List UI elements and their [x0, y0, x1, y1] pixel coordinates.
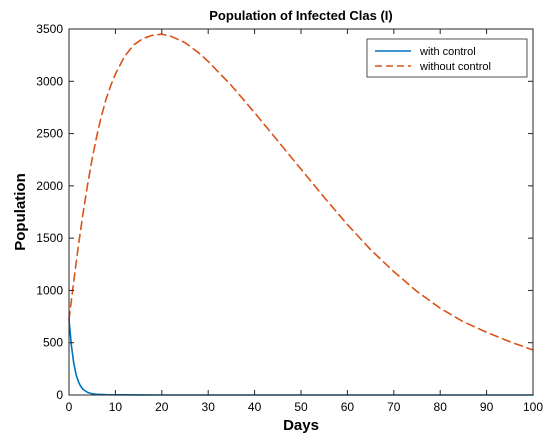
y-tick-label: 2000 — [36, 179, 63, 193]
x-tick-label: 80 — [434, 400, 448, 414]
plot-area — [69, 29, 533, 395]
tick-layer: 0 10 20 30 40 50 60 70 80 90 100050010001500200025… — [36, 22, 543, 414]
legend-box — [366, 38, 528, 78]
x-tick-label: 90 — [480, 400, 494, 414]
y-tick-label: 1500 — [36, 231, 63, 245]
y-tick-label: 3000 — [36, 74, 63, 88]
x-tick-label: 20 — [155, 400, 169, 414]
x-axis-title: Days — [283, 417, 319, 434]
x-tick-label: 60 — [341, 400, 355, 414]
y-tick-label: 1000 — [36, 283, 63, 297]
x-tick-label: 40 — [248, 400, 262, 414]
y-tick-label: 2500 — [36, 127, 63, 141]
legend-label-without-control: without control — [419, 61, 491, 73]
y-tick-label: 3500 — [36, 22, 63, 36]
series-line-1 — [68, 33, 534, 351]
y-tick-label: 0 — [56, 388, 63, 402]
y-tick-label: 500 — [43, 336, 63, 350]
x-tick-label: 0 — [66, 400, 73, 414]
x-tick-label: 10 — [109, 400, 123, 414]
x-tick-label: 100 — [523, 400, 543, 414]
chart-title: Population of Infected Clas (I) — [209, 8, 392, 23]
x-tick-label: 70 — [387, 400, 401, 414]
x-tick-label: 50 — [294, 400, 308, 414]
y-axis-title: Population — [12, 173, 29, 251]
legend: with control without control — [366, 38, 528, 78]
x-tick-label: 30 — [202, 400, 216, 414]
legend-label-with-control: with control — [419, 46, 476, 58]
